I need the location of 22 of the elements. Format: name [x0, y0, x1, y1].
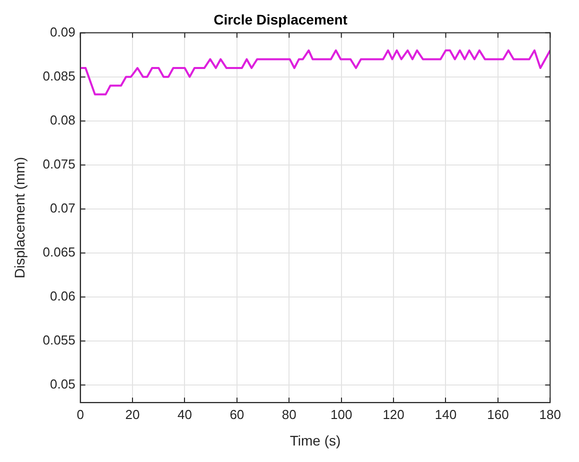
x-tick-label: 180: [539, 406, 562, 422]
y-tick-label: 0.05: [50, 376, 76, 392]
y-tick-label: 0.08: [50, 112, 76, 128]
y-tick-label: 0.09: [50, 24, 76, 40]
x-tick-label: 20: [125, 406, 140, 422]
x-axis-title: Time (s): [290, 432, 341, 448]
x-tick-label: 160: [487, 406, 509, 422]
x-tick-label: 80: [282, 406, 296, 422]
y-tick-label: 0.06: [50, 288, 76, 304]
y-tick-label: 0.055: [42, 332, 76, 348]
y-axis-title: Displacement (mm): [11, 157, 28, 278]
y-tick-label: 0.07: [50, 200, 76, 216]
y-tick-label: 0.085: [42, 68, 76, 84]
x-tick-label: 60: [230, 406, 244, 422]
x-tick-label: 120: [382, 406, 404, 422]
x-tick-label: 140: [434, 406, 457, 422]
x-tick-label: 100: [330, 406, 352, 422]
x-tick-label: 40: [178, 406, 192, 422]
y-tick-label: 0.065: [42, 244, 76, 260]
x-tick-label: 0: [76, 406, 84, 422]
chart-title: Circle Displacement: [214, 11, 348, 28]
y-tick-label: 0.075: [42, 156, 76, 172]
